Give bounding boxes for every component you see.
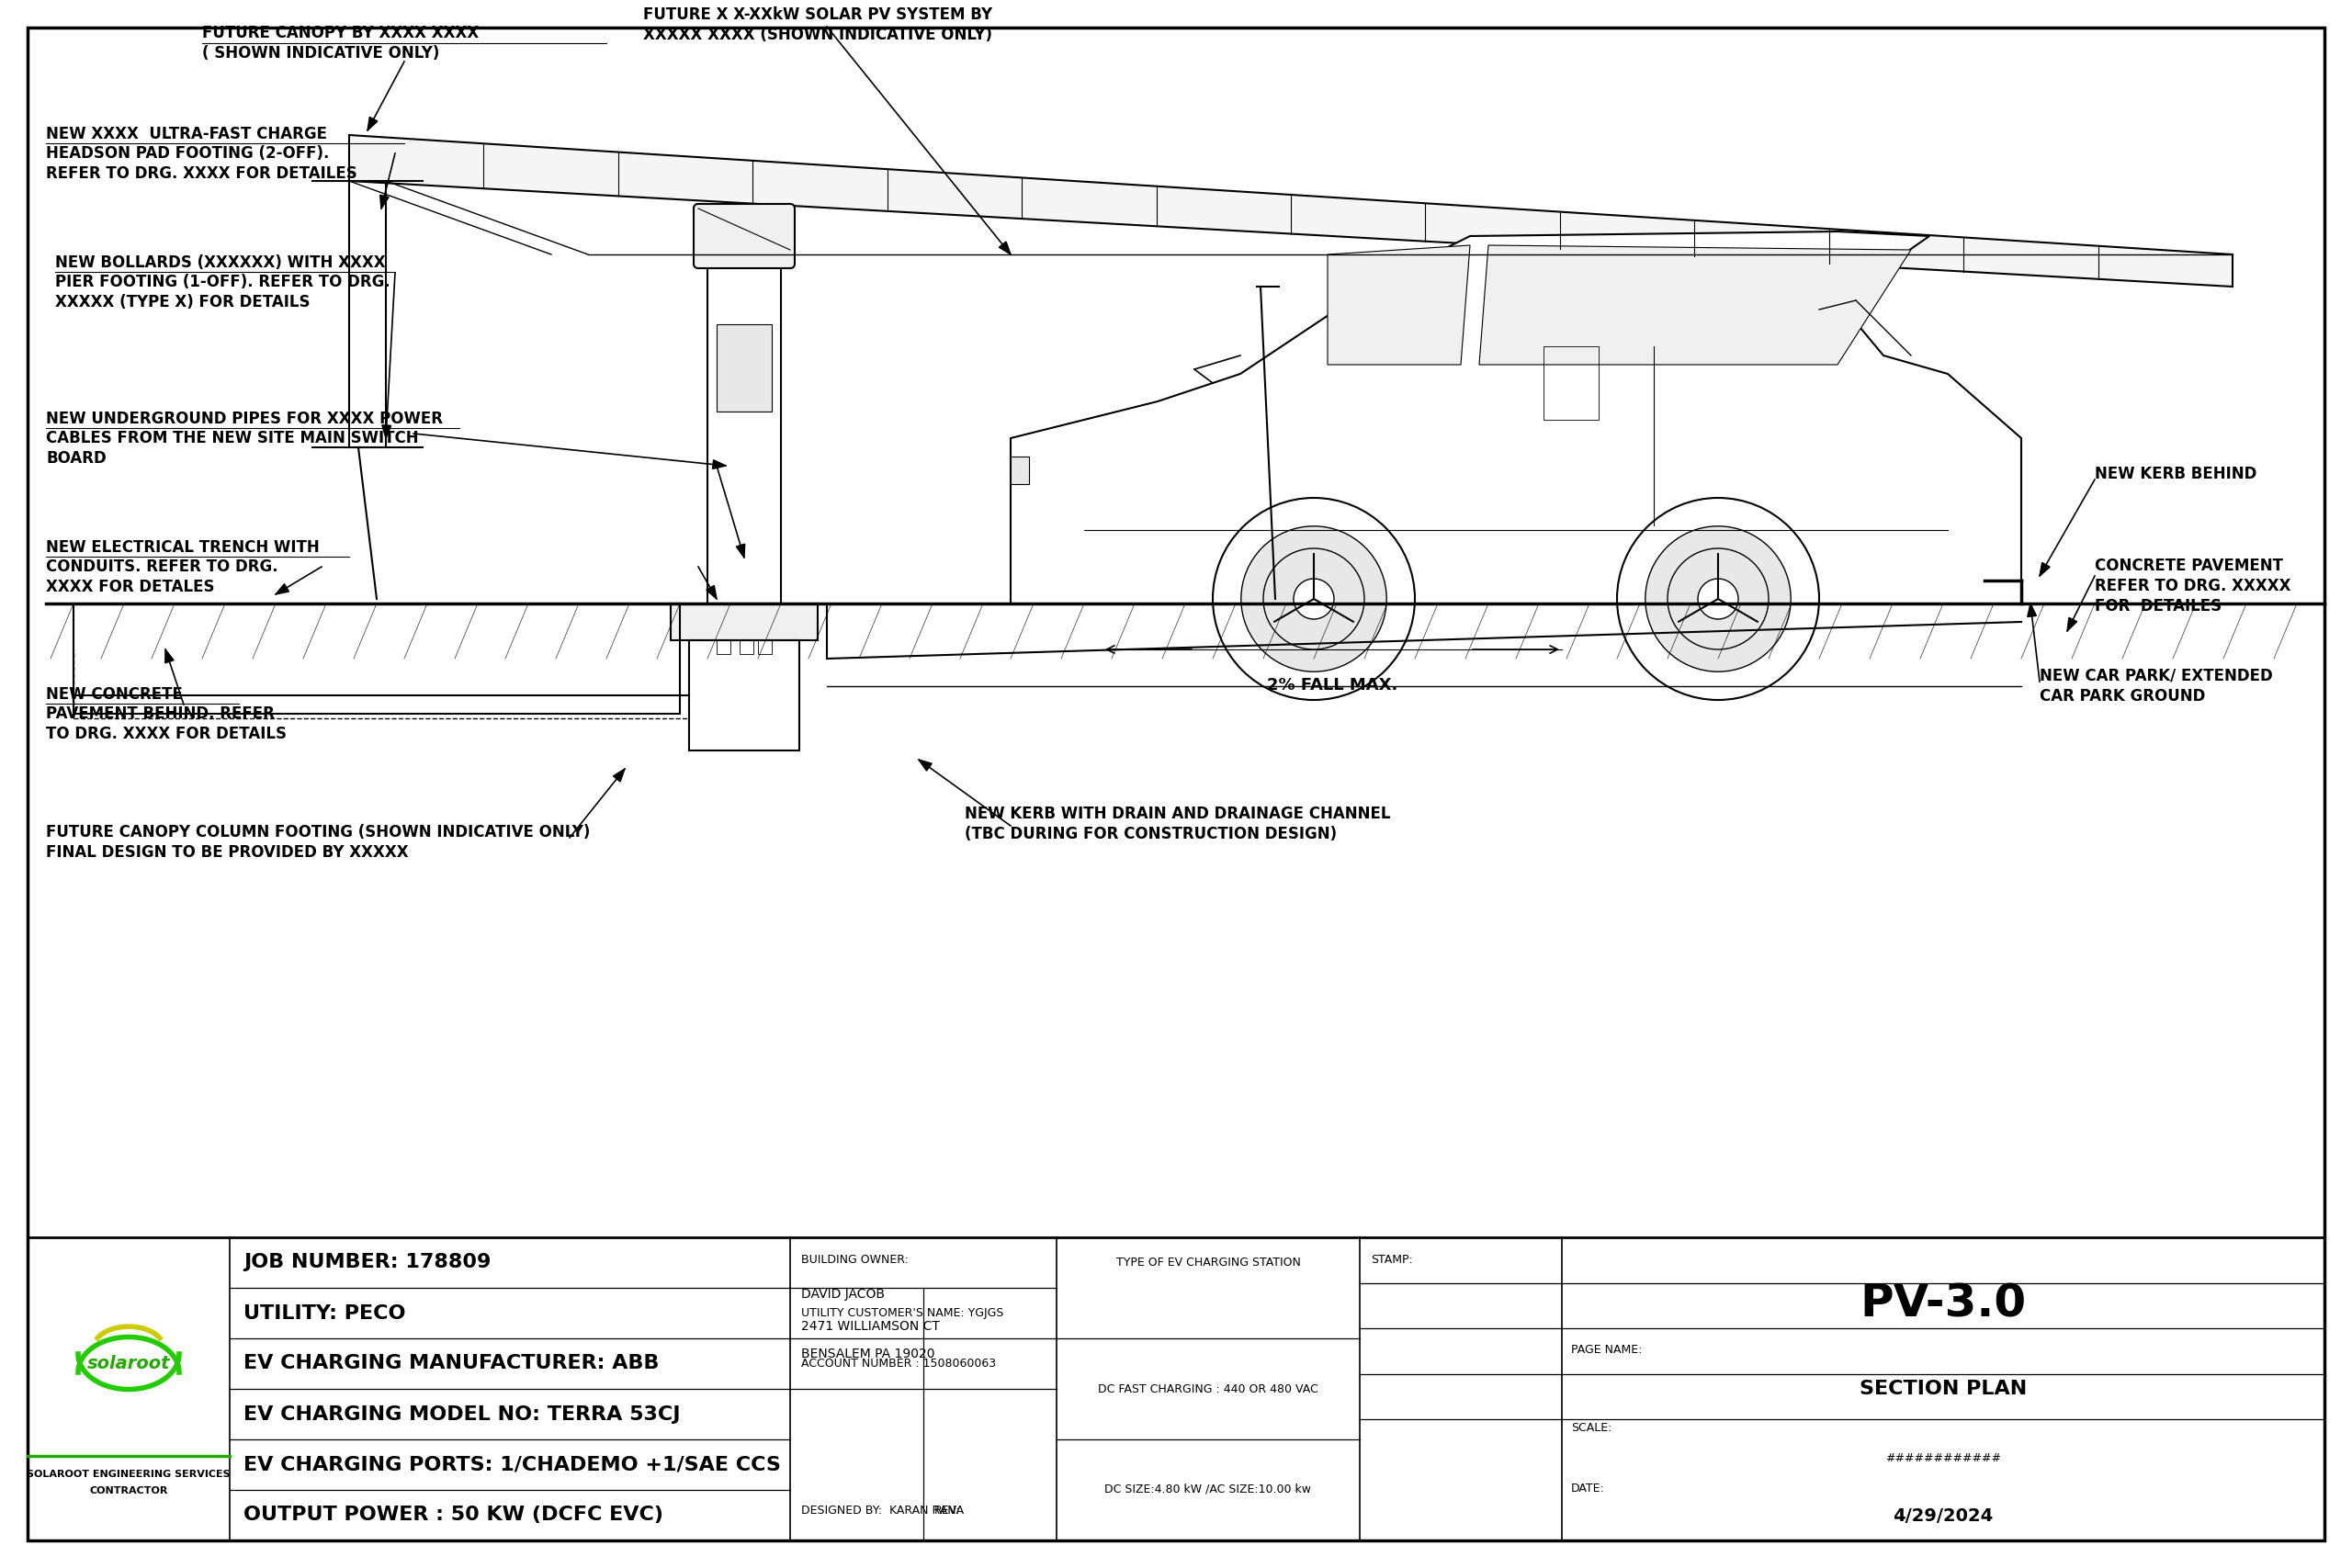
Text: solaroot: solaroot — [87, 1355, 169, 1372]
Text: PV-3.0: PV-3.0 — [1860, 1283, 2027, 1327]
Polygon shape — [275, 583, 289, 594]
Polygon shape — [2039, 563, 2051, 575]
Text: (TBC DURING FOR CONSTRUCTION DESIGN): (TBC DURING FOR CONSTRUCTION DESIGN) — [964, 826, 1336, 842]
Text: PAGE NAME:: PAGE NAME: — [1571, 1344, 1642, 1355]
Polygon shape — [920, 759, 931, 771]
Circle shape — [1618, 499, 1818, 699]
Bar — [708, 254, 781, 604]
Text: EV CHARGING PORTS: 1/CHADEMO +1/SAE CCS: EV CHARGING PORTS: 1/CHADEMO +1/SAE CCS — [245, 1455, 781, 1474]
Text: EV CHARGING MODEL NO: TERRA 53CJ: EV CHARGING MODEL NO: TERRA 53CJ — [245, 1405, 680, 1424]
Text: BUILDING OWNER:: BUILDING OWNER: — [802, 1254, 908, 1265]
Circle shape — [1214, 499, 1416, 699]
Polygon shape — [348, 135, 2232, 287]
Text: OUTPUT POWER : 50 KW (DCFC EVC): OUTPUT POWER : 50 KW (DCFC EVC) — [245, 1505, 663, 1524]
Text: FUTURE X X-XXkW SOLAR PV SYSTEM BY: FUTURE X X-XXkW SOLAR PV SYSTEM BY — [642, 6, 993, 24]
Text: DAVID JACOB: DAVID JACOB — [802, 1287, 884, 1301]
Text: NEW KERB BEHIND: NEW KERB BEHIND — [2096, 466, 2258, 483]
Polygon shape — [1000, 241, 1011, 254]
Bar — [717, 640, 731, 654]
Text: NEW CAR PARK/ EXTENDED: NEW CAR PARK/ EXTENDED — [2039, 668, 2272, 684]
Polygon shape — [381, 425, 390, 437]
Bar — [73, 604, 680, 713]
Text: REV:: REV: — [934, 1505, 960, 1516]
Text: 4/29/2024: 4/29/2024 — [1893, 1507, 1994, 1526]
Text: 2471 WILLIAMSON CT: 2471 WILLIAMSON CT — [802, 1320, 941, 1333]
Text: FUTURE CANOPY BY XXXX XXXX: FUTURE CANOPY BY XXXX XXXX — [202, 25, 480, 41]
Polygon shape — [165, 649, 174, 663]
Text: BOARD: BOARD — [47, 450, 106, 467]
Text: FOR  DETAILES: FOR DETAILES — [2096, 597, 2223, 615]
Text: UTILITY CUSTOMER'S NAME: YGJGS: UTILITY CUSTOMER'S NAME: YGJGS — [802, 1308, 1004, 1319]
Text: UTILITY: PECO: UTILITY: PECO — [245, 1305, 405, 1322]
Text: EV CHARGING MANUFACTURER: ABB: EV CHARGING MANUFACTURER: ABB — [245, 1355, 659, 1374]
Text: SECTION PLAN: SECTION PLAN — [1860, 1380, 2027, 1399]
Bar — [1543, 347, 1599, 420]
Polygon shape — [381, 194, 388, 209]
Polygon shape — [1011, 232, 2020, 604]
Bar — [670, 604, 818, 640]
Circle shape — [1242, 527, 1388, 671]
Text: FINAL DESIGN TO BE PROVIDED BY XXXXX: FINAL DESIGN TO BE PROVIDED BY XXXXX — [47, 844, 409, 861]
Text: SOLAROOT ENGINEERING SERVICES: SOLAROOT ENGINEERING SERVICES — [26, 1469, 230, 1479]
Text: NEW UNDERGROUND PIPES FOR XXXX POWER: NEW UNDERGROUND PIPES FOR XXXX POWER — [47, 411, 442, 426]
Text: CABLES FROM THE NEW SITE MAIN SWITCH: CABLES FROM THE NEW SITE MAIN SWITCH — [47, 430, 419, 447]
Circle shape — [1646, 527, 1790, 671]
Text: CONDUITS. REFER TO DRG.: CONDUITS. REFER TO DRG. — [47, 558, 278, 575]
Text: DATE:: DATE: — [1571, 1483, 1604, 1494]
Text: NEW ELECTRICAL TRENCH WITH: NEW ELECTRICAL TRENCH WITH — [47, 539, 320, 555]
Text: DC SIZE:4.80 kW /AC SIZE:10.00 kw: DC SIZE:4.80 kW /AC SIZE:10.00 kw — [1105, 1483, 1312, 1494]
Text: DC FAST CHARGING : 440 OR 480 VAC: DC FAST CHARGING : 440 OR 480 VAC — [1098, 1383, 1317, 1396]
Polygon shape — [736, 544, 746, 558]
Polygon shape — [713, 459, 727, 469]
Text: ACCOUNT NUMBER : 1508060063: ACCOUNT NUMBER : 1508060063 — [802, 1358, 995, 1369]
Text: STAMP:: STAMP: — [1371, 1254, 1414, 1265]
Polygon shape — [1479, 245, 1910, 365]
Circle shape — [1294, 579, 1334, 619]
Text: ( SHOWN INDICATIVE ONLY): ( SHOWN INDICATIVE ONLY) — [202, 45, 440, 61]
Text: XXXXX (TYPE X) FOR DETAILS: XXXXX (TYPE X) FOR DETAILS — [54, 293, 310, 310]
Polygon shape — [706, 585, 717, 599]
Text: CONTRACTOR: CONTRACTOR — [89, 1486, 167, 1494]
Circle shape — [1698, 579, 1738, 619]
Text: XXXXX XXXX (SHOWN INDICATIVE ONLY): XXXXX XXXX (SHOWN INDICATIVE ONLY) — [642, 27, 993, 44]
Text: DESIGNED BY:  KARAN RANA: DESIGNED BY: KARAN RANA — [802, 1505, 964, 1516]
Text: HEADSON PAD FOOTING (2-OFF).: HEADSON PAD FOOTING (2-OFF). — [47, 146, 329, 162]
Text: ############: ############ — [1886, 1452, 2002, 1465]
Text: CONCRETE PAVEMENT: CONCRETE PAVEMENT — [2096, 558, 2284, 574]
Bar — [689, 640, 800, 751]
Bar — [717, 325, 771, 411]
Text: REFER TO DRG. XXXXX: REFER TO DRG. XXXXX — [2096, 577, 2291, 594]
Bar — [757, 640, 771, 654]
Text: CAR PARK GROUND: CAR PARK GROUND — [2039, 688, 2206, 704]
Bar — [739, 640, 753, 654]
Text: BENSALEM PA 19020: BENSALEM PA 19020 — [802, 1347, 934, 1361]
Text: NEW CONCRETE: NEW CONCRETE — [47, 687, 183, 702]
Polygon shape — [614, 768, 626, 782]
Text: XXXX FOR DETALES: XXXX FOR DETALES — [47, 579, 214, 596]
Text: NEW XXXX  ULTRA-FAST CHARGE: NEW XXXX ULTRA-FAST CHARGE — [47, 125, 327, 143]
Text: REFER TO DRG. XXXX FOR DETAILES: REFER TO DRG. XXXX FOR DETAILES — [47, 165, 358, 182]
Text: TYPE OF EV CHARGING STATION: TYPE OF EV CHARGING STATION — [1115, 1256, 1301, 1269]
FancyBboxPatch shape — [694, 204, 795, 268]
Text: PIER FOOTING (1-OFF). REFER TO DRG.: PIER FOOTING (1-OFF). REFER TO DRG. — [54, 274, 390, 290]
Polygon shape — [367, 118, 379, 130]
Text: NEW BOLLARDS (XXXXXX) WITH XXXX: NEW BOLLARDS (XXXXXX) WITH XXXX — [54, 254, 386, 271]
Text: TO DRG. XXXX FOR DETAILS: TO DRG. XXXX FOR DETAILS — [47, 726, 287, 742]
Text: FUTURE CANOPY COLUMN FOOTING (SHOWN INDICATIVE ONLY): FUTURE CANOPY COLUMN FOOTING (SHOWN INDI… — [47, 823, 590, 840]
Polygon shape — [1327, 245, 1470, 365]
Text: PAVEMENT BEHIND. REFER: PAVEMENT BEHIND. REFER — [47, 706, 275, 721]
Text: NEW KERB WITH DRAIN AND DRAINAGE CHANNEL: NEW KERB WITH DRAIN AND DRAINAGE CHANNEL — [964, 806, 1390, 822]
Polygon shape — [2027, 604, 2037, 616]
Bar — [1011, 456, 1030, 485]
Polygon shape — [2067, 618, 2077, 630]
Text: 2% FALL MAX.: 2% FALL MAX. — [1268, 677, 1397, 693]
Text: JOB NUMBER: 178809: JOB NUMBER: 178809 — [245, 1253, 492, 1272]
Text: SCALE:: SCALE: — [1571, 1422, 1611, 1435]
